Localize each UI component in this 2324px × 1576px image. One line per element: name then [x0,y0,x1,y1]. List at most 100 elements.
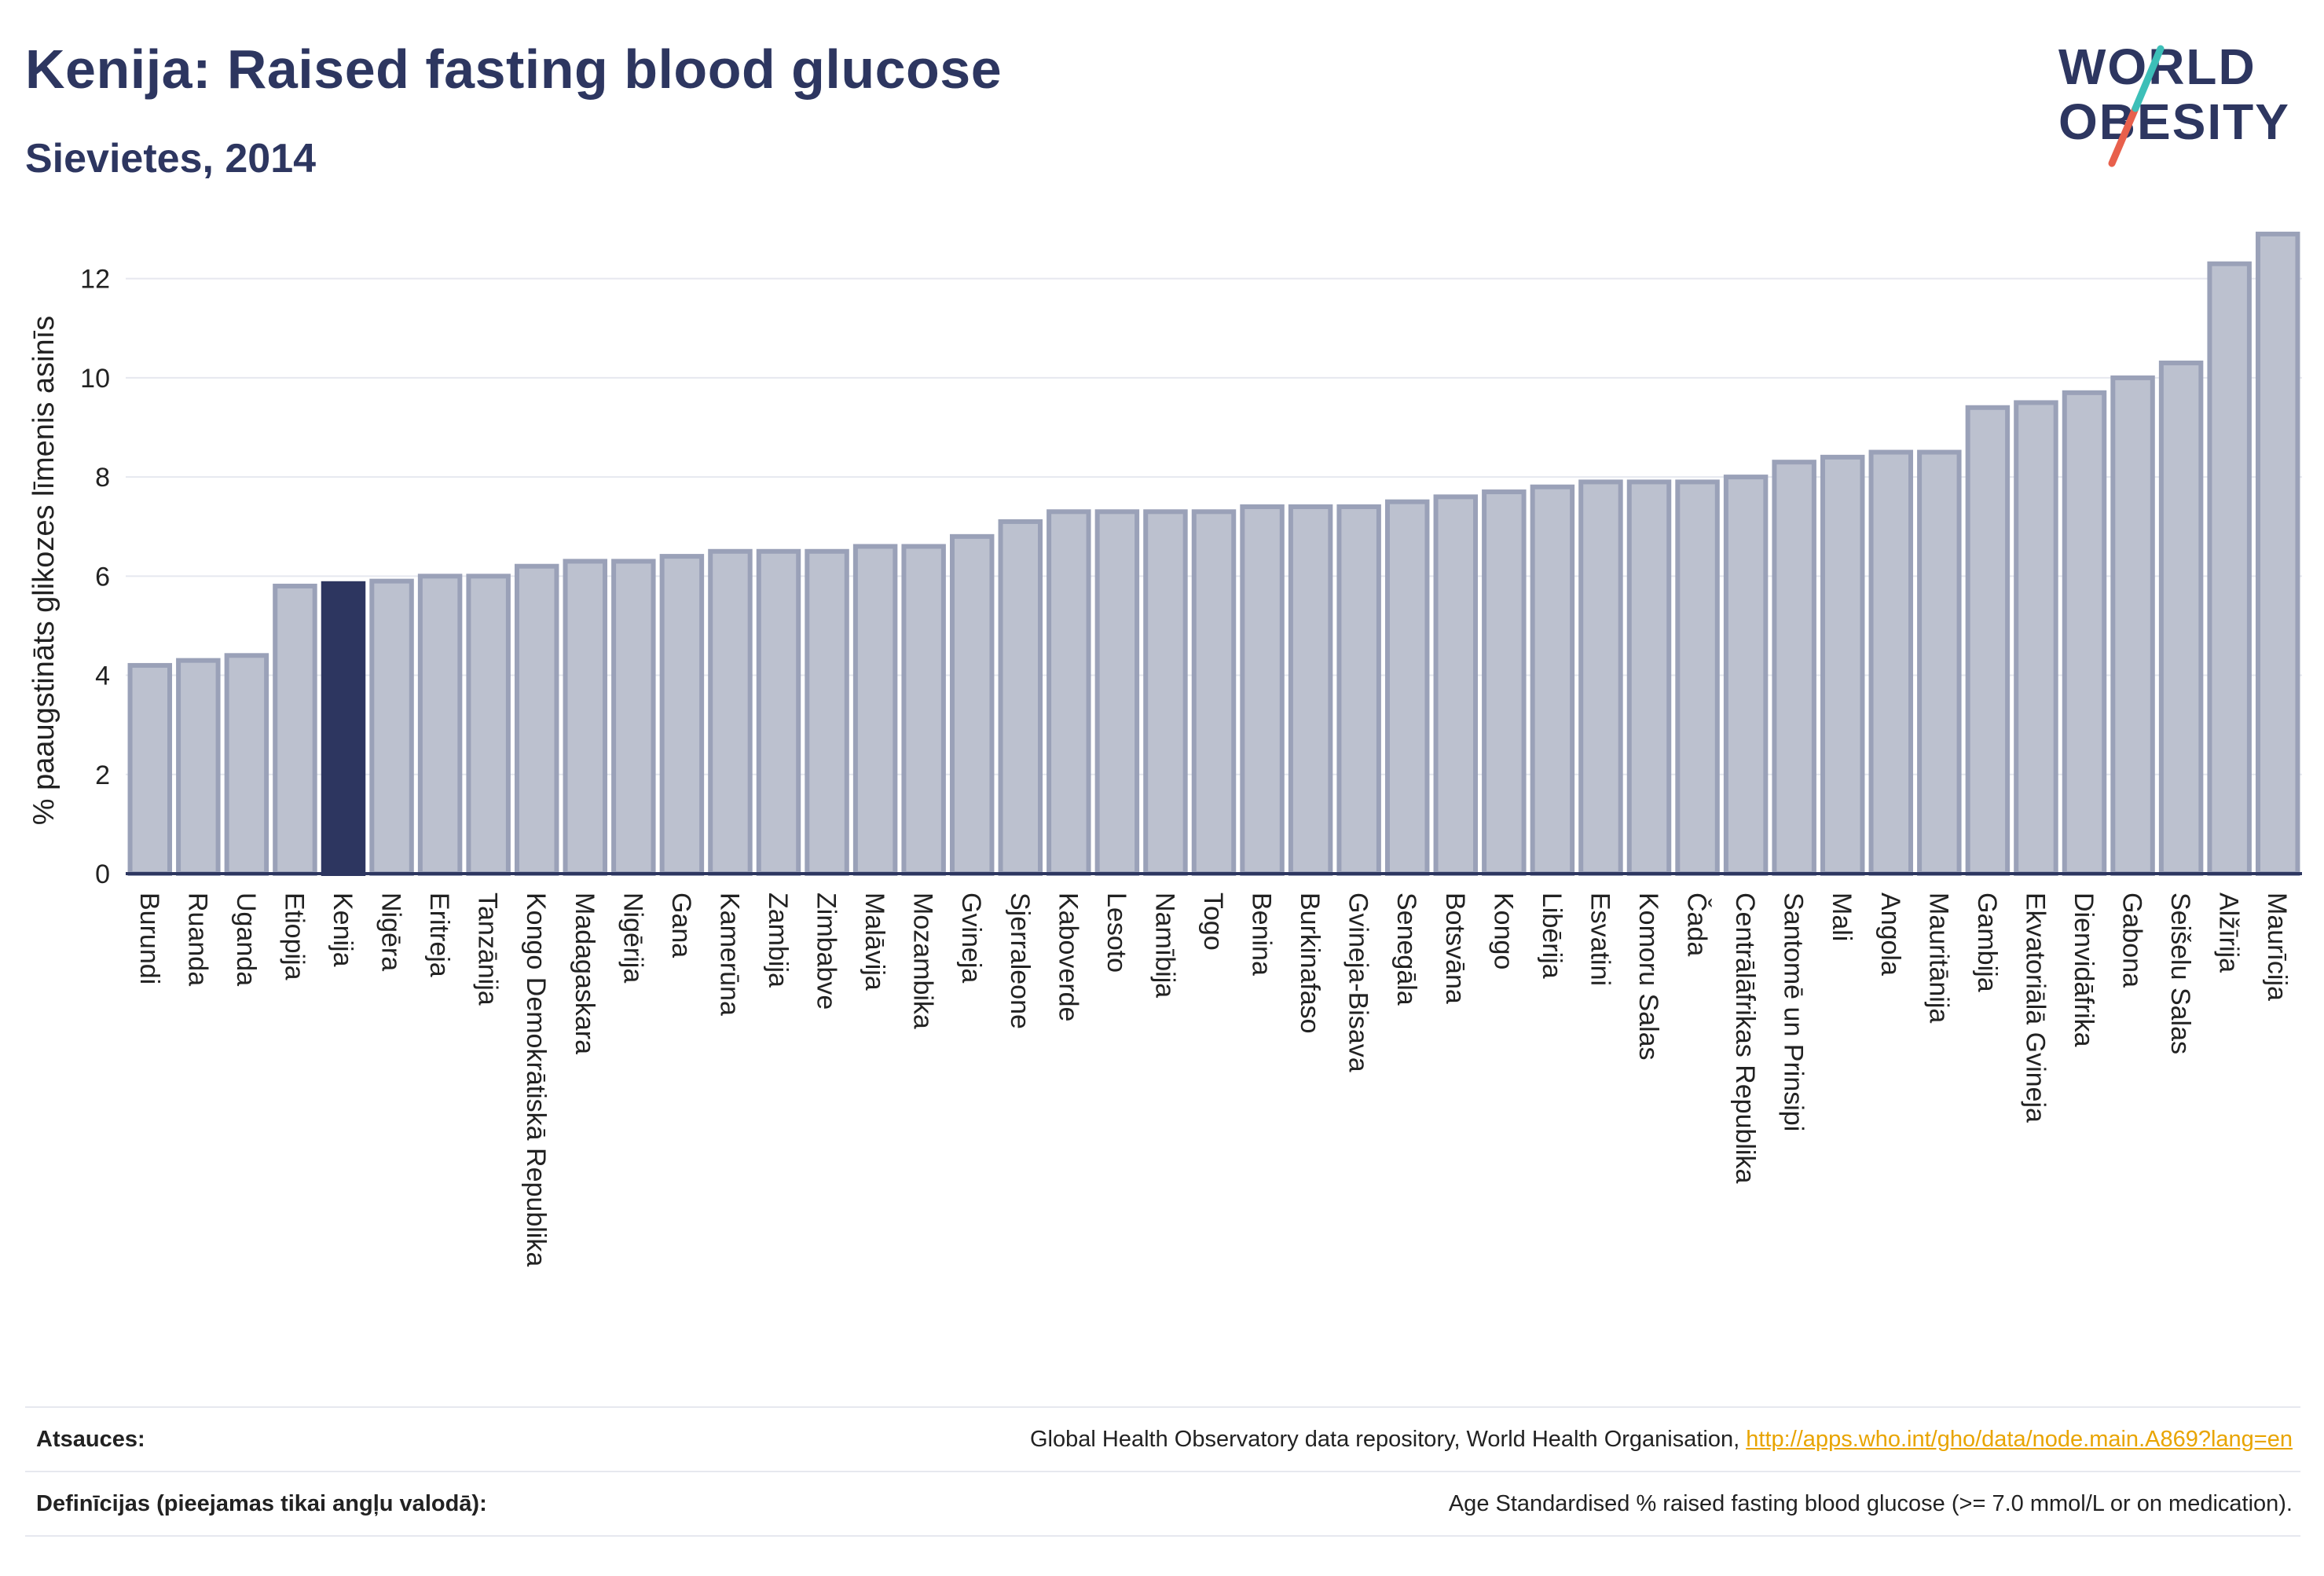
bar-6 [417,574,463,876]
bar-38 [1965,405,2011,876]
bar-9 [563,559,608,877]
bar-34 [1772,460,1816,876]
y-tick-label: 10 [80,364,110,394]
x-tick-label: Uganda [231,892,261,986]
bar-40 [2062,390,2107,877]
y-tick-label: 8 [95,463,110,493]
world-obesity-logo: WORLD OBESITY [2043,24,2310,173]
bar-16 [901,544,946,876]
x-tick-label: Madagaskara [570,892,599,1054]
x-tick-label: Nigēra [376,892,406,971]
bar-14 [805,548,849,876]
bar-chart: 0 2 4 6 8 10 12 % paaugstināts glikozes līmenis… [27,231,2302,1266]
x-tick-label: Botsvāna [1440,892,1470,1004]
bar-24 [1288,504,1333,876]
x-tick-label: Tanzānija [473,892,503,1006]
bar-42 [2158,360,2204,876]
x-tick-label: Kongo [1488,892,1518,969]
bar-39 [2014,400,2058,876]
bar-7 [466,574,511,876]
bar-19 [1047,509,1091,876]
x-tick-label: Gabona [2117,892,2147,988]
x-tick-label: Ekvatoriālā Gvineja [2020,892,2050,1123]
logo-slash-icon [2108,45,2165,167]
bar-4 [321,581,366,876]
x-tick-label: Kenija [328,892,357,967]
bar-44 [2255,231,2300,877]
x-tick-label: Libērija [1537,892,1567,979]
y-tick-label: 12 [80,265,110,295]
bar-32 [1675,479,1720,877]
bar-20 [1094,509,1140,876]
bar-0 [127,662,173,877]
x-tick-label: Nigērija [618,892,647,983]
bar-8 [514,563,559,876]
bar-11 [659,554,705,876]
x-tick-label: Etiopija [279,892,309,980]
x-tick-label: Maurīcija [2262,892,2292,1001]
x-tick-label: Kamerūna [714,892,744,1016]
bar-18 [998,519,1043,877]
x-tick-label: Santomē un Prinsipi [1779,892,1809,1131]
bar-30 [1578,479,1623,877]
sources-link[interactable]: http://apps.who.int/gho/data/node.main.A… [1746,1427,2293,1452]
bar-1 [176,658,221,876]
x-tick-label: Centrālāfrikas Republika [1730,892,1760,1183]
sources-text: Global Health Observatory data repositor… [1030,1427,2293,1453]
x-tick-label: Eritreja [424,892,454,977]
x-tick-label: Malāvija [860,892,889,991]
bar-36 [1868,449,1914,876]
bar-10 [611,559,656,877]
x-tick-label: Burkinafaso [1295,892,1325,1034]
x-tick-label: Dienvidāfrika [2069,892,2099,1047]
x-tick-label: Burundi [134,892,164,984]
page-title: Kenija: Raised fasting blood glucose [25,38,1003,100]
bar-28 [1482,489,1527,876]
bar-25 [1336,504,1381,876]
definitions-label: Definīcijas (pieejamas tikai angļu valod… [36,1491,487,1516]
bar-43 [2207,261,2252,876]
bar-12 [708,548,753,876]
footer-divider-middle [25,1471,2300,1472]
bar-41 [2110,375,2155,876]
definitions-text: Age Standardised % raised fasting blood … [1448,1491,2293,1516]
bar-21 [1143,509,1188,876]
x-tick-label: Zimbabve [812,892,841,1010]
bar-37 [1917,449,1962,876]
x-tick-label: Komoru Salas [1633,892,1663,1061]
x-tick-label: Zambija [763,892,793,988]
x-tick-label: Kongo Demokrātiskā Republika [521,892,551,1266]
bar-31 [1626,479,1672,877]
sources-description: Global Health Observatory data repositor… [1030,1427,1740,1452]
bar-15 [852,544,898,876]
y-tick-label: 0 [95,859,110,889]
x-tick-label: Seišelu Salas [2165,892,2195,1054]
x-tick-label: Gvineja-Bisava [1343,892,1373,1072]
x-tick-label: Mali [1827,892,1857,941]
x-tick-label: Namībija [1149,892,1179,998]
page-subtitle: Sievietes, 2014 [25,136,317,181]
x-tick-label: Sjerraleone [1005,892,1035,1029]
x-tick-label: Togo [1198,892,1228,951]
x-tick-label: Gana [666,892,696,958]
bar-23 [1240,504,1285,876]
x-tick-label: Angola [1875,892,1905,976]
bar-26 [1384,499,1430,877]
bar-35 [1820,454,1865,876]
x-tick-label: Mozambika [908,892,938,1029]
x-tick-label: Senegāla [1391,892,1421,1006]
x-tick-label: Lesoto [1102,892,1131,973]
x-tick-label: Gvineja [956,892,986,983]
bar-17 [949,533,995,876]
x-tick-label: Benina [1247,892,1277,976]
x-tick-label: Mauritānija [1923,892,1953,1023]
bar-29 [1530,484,1575,876]
x-tick-label: Gambija [1972,892,2002,992]
bar-27 [1433,494,1479,876]
y-tick-label: 4 [95,662,110,691]
bar-33 [1723,475,1769,876]
bar-5 [369,578,414,877]
logo-line-2: OBESITY [2058,93,2290,150]
bar-3 [273,583,317,876]
footer-divider-bottom [25,1535,2300,1537]
